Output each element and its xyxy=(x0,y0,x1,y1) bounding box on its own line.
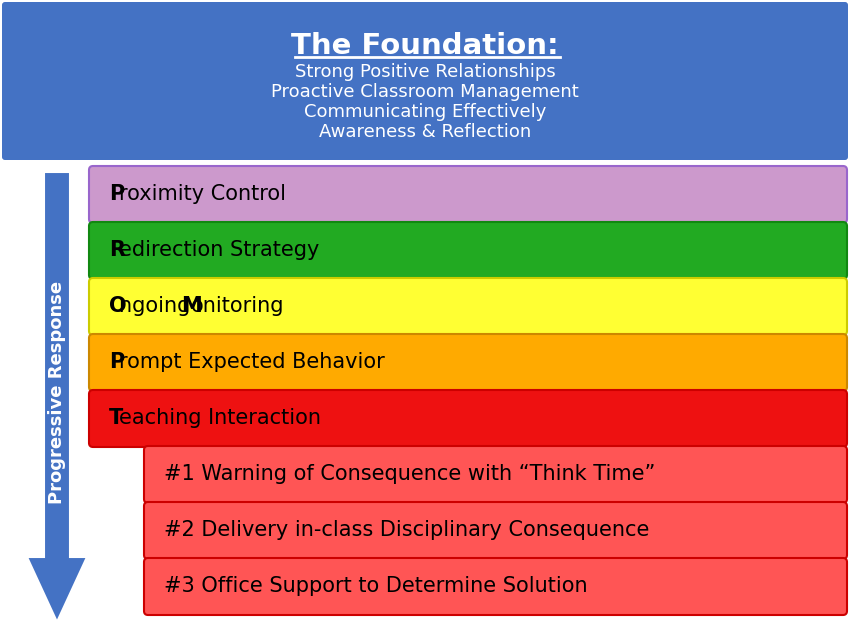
FancyBboxPatch shape xyxy=(144,502,847,559)
Text: Progressive Response: Progressive Response xyxy=(48,280,66,504)
Text: Awareness & Reflection: Awareness & Reflection xyxy=(319,123,531,141)
Text: edirection Strategy: edirection Strategy xyxy=(119,241,320,261)
FancyBboxPatch shape xyxy=(89,278,847,335)
Text: Communicating Effectively: Communicating Effectively xyxy=(303,103,547,121)
FancyBboxPatch shape xyxy=(89,222,847,279)
Text: P: P xyxy=(109,352,124,373)
FancyBboxPatch shape xyxy=(144,558,847,615)
Text: M: M xyxy=(181,296,201,317)
Text: Strong Positive Relationships: Strong Positive Relationships xyxy=(295,63,555,81)
Text: O: O xyxy=(109,296,127,317)
Text: roximity Control: roximity Control xyxy=(119,185,286,204)
Text: #3 Office Support to Determine Solution: #3 Office Support to Determine Solution xyxy=(164,576,587,596)
Text: Proactive Classroom Management: Proactive Classroom Management xyxy=(271,83,579,101)
Text: ngoing: ngoing xyxy=(119,296,197,317)
FancyBboxPatch shape xyxy=(89,334,847,391)
Polygon shape xyxy=(27,172,87,622)
FancyBboxPatch shape xyxy=(144,446,847,503)
Text: T: T xyxy=(109,408,123,429)
FancyBboxPatch shape xyxy=(89,166,847,223)
Text: R: R xyxy=(109,241,125,261)
Text: The Foundation:: The Foundation: xyxy=(292,32,558,60)
Text: #1 Warning of Consequence with “Think Time”: #1 Warning of Consequence with “Think Ti… xyxy=(164,464,655,485)
FancyBboxPatch shape xyxy=(2,2,848,160)
Text: onitoring: onitoring xyxy=(191,296,285,317)
Text: eaching Interaction: eaching Interaction xyxy=(119,408,321,429)
Text: P: P xyxy=(109,185,124,204)
FancyBboxPatch shape xyxy=(89,390,847,447)
Text: #2 Delivery in-class Disciplinary Consequence: #2 Delivery in-class Disciplinary Conseq… xyxy=(164,520,649,541)
Text: rompt Expected Behavior: rompt Expected Behavior xyxy=(119,352,385,373)
